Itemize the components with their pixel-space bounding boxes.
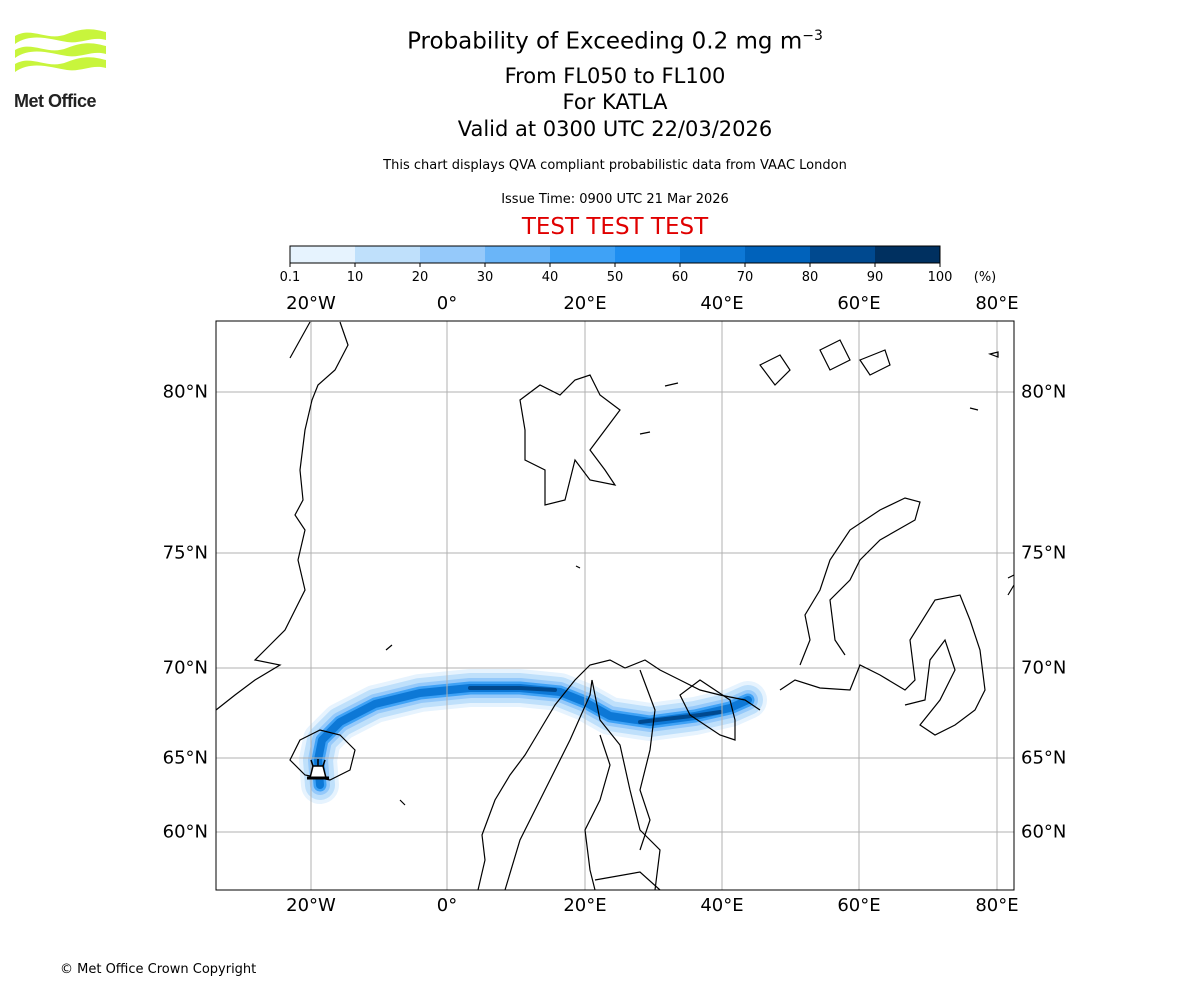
colorbar (289, 245, 941, 267)
volcano-icon (307, 759, 329, 780)
colorbar-swatch (420, 246, 486, 263)
title-unit-exponent: −3 (802, 28, 823, 44)
longitude-label: 80°E (975, 293, 1019, 314)
colorbar-tick-label: 50 (606, 270, 624, 285)
colorbar-tick-label: 20 (411, 270, 429, 285)
longitude-label: 20°E (563, 293, 607, 314)
latitude-label: 70°N (162, 657, 208, 679)
latitude-label: 75°N (1021, 542, 1067, 564)
colorbar-tick-label: 40 (541, 270, 559, 285)
longitude-label: 60°E (837, 293, 881, 314)
longitude-label: 60°E (837, 895, 881, 916)
colorbar-tick-label: 90 (866, 270, 884, 285)
map (215, 320, 1015, 891)
plume-core (468, 686, 557, 692)
colorbar-swatch (290, 246, 356, 263)
colorbar-tick-label: 60 (671, 270, 689, 285)
copyright: © Met Office Crown Copyright (60, 962, 257, 977)
test-banner: TEST TEST TEST (521, 214, 709, 240)
valid-time: Valid at 0300 UTC 22/03/2026 (457, 117, 773, 141)
map-frame (215, 320, 1015, 891)
longitude-label: 80°E (975, 895, 1019, 916)
colorbar-swatch (810, 246, 876, 263)
longitude-label: 40°E (700, 895, 744, 916)
colorbar-tick-label: 80 (801, 270, 819, 285)
colorbar-swatch (485, 246, 551, 263)
latitude-label: 60°N (162, 821, 208, 843)
met-office-logo-icon (15, 29, 106, 72)
volcano-name: For KATLA (562, 90, 668, 114)
colorbar-swatch (355, 246, 421, 263)
gridlines (216, 321, 1014, 890)
longitude-label: 40°E (700, 293, 744, 314)
longitude-label: 0° (436, 293, 458, 314)
plume-core (638, 710, 722, 724)
longitude-label: 20°W (286, 293, 336, 314)
ash-plume (299, 669, 767, 804)
latitude-label: 75°N (162, 542, 208, 564)
colorbar-swatch (550, 246, 616, 263)
logo-text: Met Office (14, 91, 97, 111)
info-text: This chart displays QVA compliant probab… (383, 158, 847, 173)
colorbar-swatch (875, 246, 941, 263)
colorbar-swatch (615, 246, 681, 263)
chart-title: Probability of Exceeding 0.2 mg m−3 (0, 28, 1200, 55)
colorbar-tick-label: 100 (927, 270, 953, 285)
latitude-label: 80°N (1021, 381, 1067, 403)
colorbar-tick-label: 10 (346, 270, 364, 285)
longitude-label: 20°W (286, 895, 336, 916)
colorbar-unit: (%) (973, 270, 997, 285)
longitude-label: 20°E (563, 895, 607, 916)
title-text: Probability of Exceeding 0.2 mg m (407, 28, 803, 55)
issue-time: Issue Time: 0900 UTC 21 Mar 2026 (501, 192, 729, 207)
colorbar-tick-label: 0.1 (279, 270, 301, 285)
colorbar-swatch (680, 246, 746, 263)
colorbar-tick-label: 30 (476, 270, 494, 285)
latitude-label: 60°N (1021, 821, 1067, 843)
coastlines (215, 321, 1015, 891)
latitude-label: 80°N (162, 381, 208, 403)
flight-levels: From FL050 to FL100 (504, 64, 726, 88)
latitude-label: 65°N (1021, 747, 1067, 769)
colorbar-swatch (745, 246, 811, 263)
colorbar-tick-label: 70 (736, 270, 754, 285)
latitude-label: 70°N (1021, 657, 1067, 679)
longitude-label: 0° (436, 895, 458, 916)
latitude-label: 65°N (162, 747, 208, 769)
